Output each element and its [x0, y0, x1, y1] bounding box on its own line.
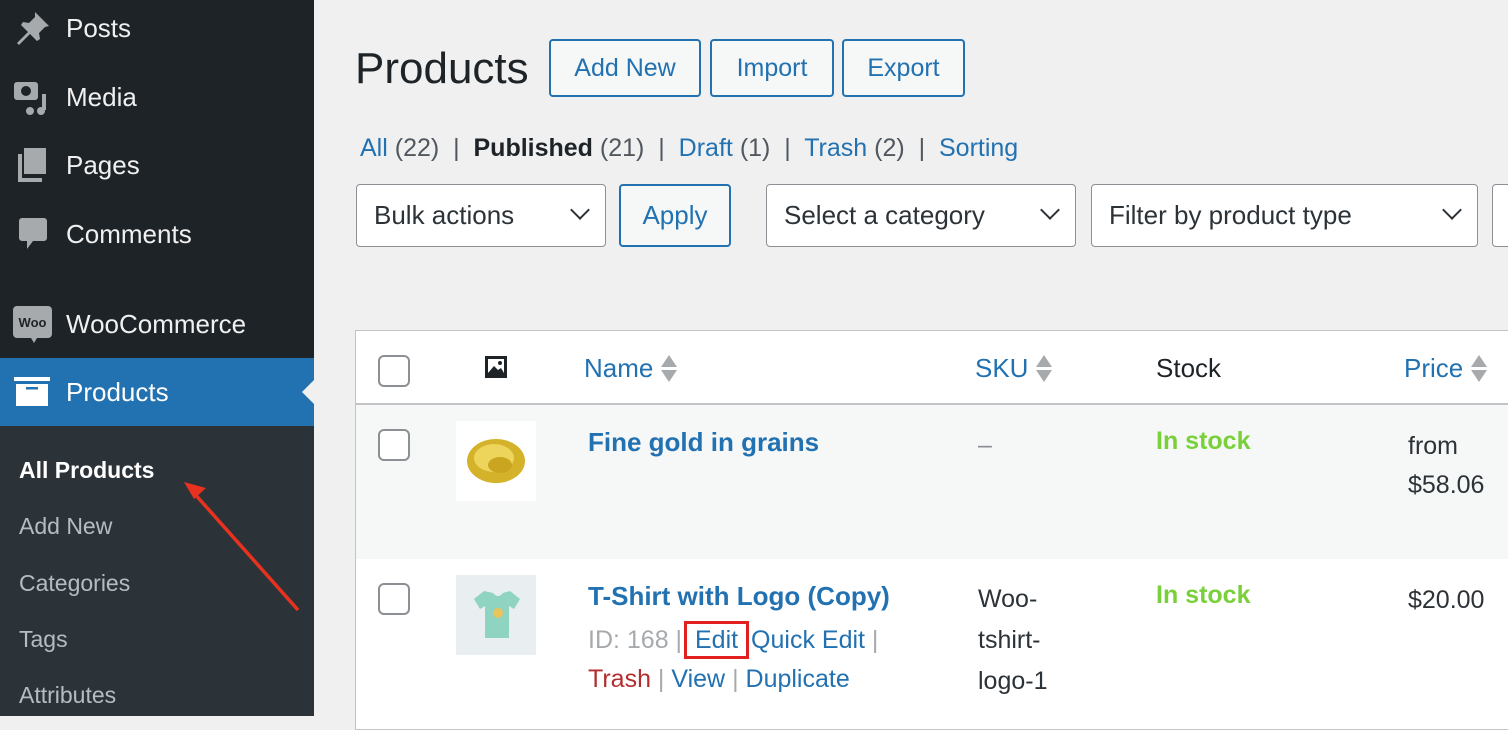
- filter-all[interactable]: All: [360, 134, 388, 162]
- edit-link[interactable]: Edit: [683, 621, 750, 659]
- stock-status: In stock: [1156, 581, 1251, 609]
- table-header: Name SKU Stock Price: [356, 331, 1508, 405]
- table-row: Fine gold in grains – In stock from $58.0…: [356, 405, 1508, 560]
- admin-sidebar: Posts Media Pages Comments Woo WooCommerc…: [0, 0, 314, 716]
- product-thumbnail[interactable]: [456, 575, 536, 655]
- chevron-down-icon: [1442, 200, 1462, 220]
- row-checkbox[interactable]: [378, 429, 410, 461]
- image-icon: [485, 356, 507, 378]
- menu-media[interactable]: Media: [0, 63, 314, 131]
- column-name[interactable]: Name: [584, 353, 678, 384]
- woo-icon: Woo: [0, 304, 66, 344]
- submenu-all-products[interactable]: All Products: [19, 457, 155, 483]
- pages-icon: [0, 148, 66, 182]
- menu-posts[interactable]: Posts: [0, 0, 314, 62]
- product-price: $20.00: [1408, 586, 1485, 614]
- duplicate-link[interactable]: Duplicate: [745, 665, 850, 693]
- submenu-categories[interactable]: Categories: [19, 570, 131, 596]
- product-type-select[interactable]: Filter by product type: [1091, 184, 1478, 247]
- export-button[interactable]: Export: [842, 39, 965, 97]
- main-content: Products Add New Import Export All (22) …: [314, 0, 1508, 730]
- menu-pages[interactable]: Pages: [0, 131, 314, 199]
- menu-woocommerce[interactable]: Woo WooCommerce: [0, 290, 314, 358]
- quick-edit-link[interactable]: Quick Edit: [751, 626, 865, 654]
- apply-button[interactable]: Apply: [619, 184, 731, 247]
- submenu-tags[interactable]: Tags: [19, 626, 68, 652]
- media-icon: [0, 78, 66, 116]
- product-name-link[interactable]: Fine gold in grains: [588, 427, 820, 457]
- filter-trash[interactable]: Trash: [804, 134, 868, 162]
- chevron-down-icon: [1040, 200, 1060, 220]
- status-filter-links: All (22) | Published (21) | Draft (1) | …: [360, 134, 1019, 162]
- page-title: Products: [355, 44, 529, 93]
- column-stock: Stock: [1156, 353, 1222, 383]
- filter-sorting[interactable]: Sorting: [938, 134, 1019, 162]
- product-sku: Woo-tshirt-logo-1: [978, 585, 1048, 695]
- category-select[interactable]: Select a category: [766, 184, 1076, 247]
- chevron-down-icon: [570, 200, 590, 220]
- menu-comments[interactable]: Comments: [0, 200, 314, 268]
- annotation-arrow: [184, 482, 300, 612]
- bulk-actions-select[interactable]: Bulk actions: [356, 184, 606, 247]
- submenu-attributes[interactable]: Attributes: [19, 682, 117, 708]
- sort-icon: [1471, 355, 1488, 382]
- import-button[interactable]: Import: [710, 39, 834, 97]
- product-thumbnail[interactable]: [456, 421, 536, 501]
- row-checkbox[interactable]: [378, 583, 410, 615]
- product-name-link[interactable]: T-Shirt with Logo (Copy): [588, 581, 890, 611]
- products-table: Name SKU Stock Price Fine gold in grains…: [355, 330, 1508, 730]
- pin-icon: [0, 10, 66, 46]
- column-sku[interactable]: SKU: [975, 353, 1053, 384]
- menu-products[interactable]: Products: [0, 358, 314, 426]
- column-price[interactable]: Price: [1404, 353, 1488, 384]
- table-row: T-Shirt with Logo (Copy) ID: 168 | Edit …: [356, 559, 1508, 714]
- trash-link[interactable]: Trash: [588, 665, 651, 693]
- product-price: from $58.06: [1408, 432, 1485, 499]
- svg-text:Woo: Woo: [19, 315, 47, 330]
- select-all-checkbox[interactable]: [378, 355, 410, 387]
- filter-draft[interactable]: Draft: [678, 134, 733, 162]
- stock-status: In stock: [1156, 427, 1251, 455]
- comment-icon: [0, 218, 66, 250]
- add-new-button[interactable]: Add New: [549, 39, 701, 97]
- product-sku: –: [978, 431, 992, 459]
- stock-status-select[interactable]: [1492, 184, 1508, 247]
- sort-icon: [1036, 355, 1053, 382]
- view-link[interactable]: View: [671, 665, 726, 693]
- products-submenu: All Products Add New Categories Tags Att…: [0, 426, 314, 716]
- sort-icon: [661, 355, 678, 382]
- submenu-add-new[interactable]: Add New: [19, 513, 113, 539]
- row-actions: ID: 168 | Edit Quick Edit | Trash | View…: [588, 621, 879, 693]
- filter-published[interactable]: Published: [473, 134, 593, 162]
- archive-icon: [0, 377, 66, 407]
